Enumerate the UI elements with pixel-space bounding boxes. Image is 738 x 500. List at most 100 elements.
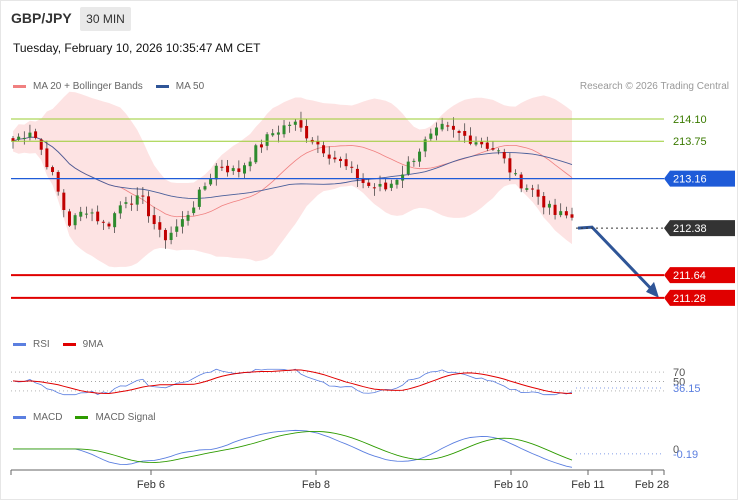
level-tag-support: 211.64	[664, 267, 735, 284]
candle-body	[570, 214, 574, 218]
candle-body	[440, 123, 444, 130]
candle-body	[406, 161, 410, 175]
candle-body	[514, 173, 518, 175]
level-tag-shape	[664, 289, 735, 306]
legend-swatch	[75, 416, 89, 419]
candle-body	[451, 125, 455, 130]
candle-body	[271, 133, 275, 136]
candle-body	[101, 221, 105, 223]
candle-body	[113, 213, 117, 228]
candle-body	[525, 188, 529, 190]
candle-body	[378, 183, 382, 187]
legend-swatch	[13, 343, 26, 346]
candle-body	[124, 202, 128, 204]
candle-body	[502, 152, 506, 159]
candle-body	[293, 121, 297, 125]
legend-label: MA 20 + Bollinger Bands	[33, 81, 143, 92]
candle-body	[559, 211, 563, 216]
candle-body	[333, 157, 337, 160]
legend-rsi: RSI	[13, 339, 50, 350]
candle-body	[107, 223, 111, 227]
macd-level-label: 0	[673, 444, 679, 456]
candle-body	[384, 182, 388, 190]
candle-body	[542, 196, 546, 208]
level-label: 213.16	[673, 174, 707, 186]
rsi-level-label: 50	[673, 377, 685, 389]
candle-body	[186, 214, 190, 221]
candle-body	[547, 203, 551, 208]
candle-body	[344, 159, 348, 167]
legend-swatch	[62, 343, 76, 346]
candle-body	[62, 192, 66, 210]
candle-body	[45, 148, 49, 168]
macd-current-label: -0.19	[673, 449, 698, 461]
candle-body	[67, 211, 71, 226]
candle-body	[192, 207, 196, 214]
legend-swatch	[13, 85, 26, 88]
candle-body	[203, 186, 207, 190]
candle-body	[536, 189, 540, 197]
candle-body	[248, 161, 252, 167]
legend-label: 9MA	[82, 339, 104, 350]
time-tick-label: Feb 8	[302, 479, 330, 491]
candle-body	[130, 203, 134, 205]
candle-body	[412, 160, 416, 162]
candle-body	[231, 168, 235, 172]
candle-body	[423, 139, 427, 152]
rsi-legend: RSI 9MA	[13, 339, 116, 350]
candle-body	[79, 211, 83, 217]
candle-body	[519, 174, 523, 189]
candle-body	[265, 134, 269, 146]
candle-body	[163, 229, 167, 241]
candle-body	[175, 226, 179, 232]
candle-body	[276, 132, 280, 135]
legend-ma50: MA 50	[155, 81, 205, 92]
time-tick-label: Feb 11	[571, 479, 604, 491]
legend-label: RSI	[33, 339, 50, 350]
timeframe-button[interactable]: 30 MIN	[80, 7, 131, 31]
rsi-level-label: 70	[673, 367, 685, 379]
candle-body	[322, 145, 326, 154]
level-tag-last: 212.38	[664, 220, 735, 237]
level-tag-support: 211.28	[664, 289, 735, 306]
level-tag-target: 214.10	[673, 114, 707, 126]
timestamp: Tuesday, February 10, 2026 10:35:47 AM C…	[13, 41, 261, 55]
candle-body	[243, 165, 247, 174]
time-tick-label: Feb 28	[635, 479, 669, 491]
candle-body	[220, 166, 224, 168]
level-label: 213.75	[673, 136, 707, 148]
candle-body	[17, 136, 21, 140]
candle-body	[39, 139, 43, 150]
candle-body	[51, 167, 55, 172]
candle-body	[28, 132, 32, 138]
candle-body	[56, 172, 60, 192]
candle-body	[434, 127, 438, 136]
level-tag-pivot: 213.16	[664, 170, 735, 187]
candle-body	[530, 188, 534, 190]
candle-body	[180, 219, 184, 227]
candle-body	[497, 150, 501, 152]
legend-rsi-9ma: 9MA	[62, 339, 104, 350]
rsi-current-label: 36.15	[673, 383, 701, 395]
candle-body	[22, 137, 26, 139]
candle-body	[389, 183, 393, 188]
candle-body	[361, 178, 365, 183]
forecast-arrow-head	[646, 281, 659, 298]
level-tag-shape	[664, 170, 735, 187]
candle-body	[259, 144, 263, 148]
candle-body	[418, 151, 422, 162]
candle-body	[564, 211, 568, 216]
candle-body	[34, 131, 38, 138]
ma50-line	[12, 136, 573, 200]
candle-body	[214, 165, 218, 180]
time-tick-label: Feb 10	[494, 479, 528, 491]
candle-body	[401, 174, 405, 181]
candle-body	[90, 212, 94, 214]
candle-body	[299, 120, 303, 128]
price-levels: 214.10 213.75 213.16 212.38 211.64 211.28	[11, 114, 735, 306]
candle-body	[491, 148, 495, 150]
legend-label: MA 50	[175, 81, 205, 92]
candle-body	[147, 196, 151, 217]
